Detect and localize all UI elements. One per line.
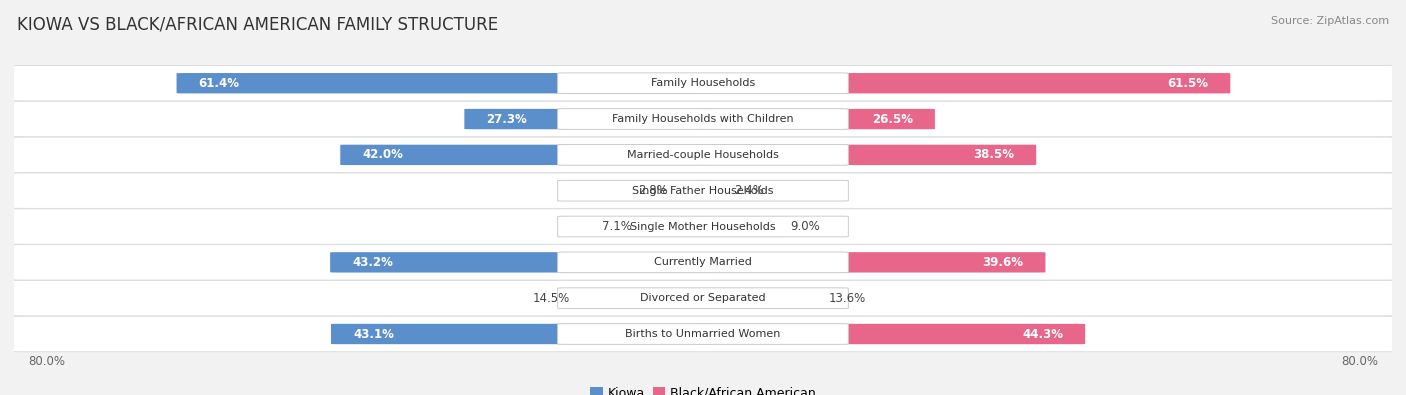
FancyBboxPatch shape — [558, 145, 848, 165]
FancyBboxPatch shape — [330, 324, 711, 344]
Text: 14.5%: 14.5% — [533, 292, 569, 305]
Text: 2.4%: 2.4% — [734, 184, 763, 197]
FancyBboxPatch shape — [7, 316, 1399, 352]
FancyBboxPatch shape — [7, 173, 1399, 209]
FancyBboxPatch shape — [177, 73, 711, 93]
FancyBboxPatch shape — [671, 181, 711, 201]
FancyBboxPatch shape — [558, 288, 848, 308]
FancyBboxPatch shape — [464, 109, 711, 129]
FancyBboxPatch shape — [558, 252, 848, 273]
Text: Single Mother Households: Single Mother Households — [630, 222, 776, 231]
Text: 43.2%: 43.2% — [352, 256, 394, 269]
FancyBboxPatch shape — [558, 324, 848, 344]
FancyBboxPatch shape — [695, 181, 731, 201]
FancyBboxPatch shape — [695, 252, 1046, 273]
FancyBboxPatch shape — [7, 280, 1399, 316]
FancyBboxPatch shape — [572, 288, 711, 308]
Text: Births to Unmarried Women: Births to Unmarried Women — [626, 329, 780, 339]
Text: KIOWA VS BLACK/AFRICAN AMERICAN FAMILY STRUCTURE: KIOWA VS BLACK/AFRICAN AMERICAN FAMILY S… — [17, 16, 498, 34]
FancyBboxPatch shape — [330, 252, 711, 273]
Text: Currently Married: Currently Married — [654, 258, 752, 267]
Text: 2.8%: 2.8% — [638, 184, 668, 197]
Text: 13.6%: 13.6% — [828, 292, 866, 305]
Text: Source: ZipAtlas.com: Source: ZipAtlas.com — [1271, 16, 1389, 26]
Text: 61.4%: 61.4% — [198, 77, 239, 90]
FancyBboxPatch shape — [7, 245, 1399, 280]
FancyBboxPatch shape — [558, 73, 848, 94]
FancyBboxPatch shape — [558, 181, 848, 201]
Text: 80.0%: 80.0% — [28, 355, 65, 368]
FancyBboxPatch shape — [7, 101, 1399, 137]
FancyBboxPatch shape — [340, 145, 711, 165]
Text: 42.0%: 42.0% — [363, 149, 404, 162]
FancyBboxPatch shape — [695, 145, 1036, 165]
Text: Family Households with Children: Family Households with Children — [612, 114, 794, 124]
FancyBboxPatch shape — [695, 288, 827, 308]
Text: Divorced or Separated: Divorced or Separated — [640, 293, 766, 303]
Text: 61.5%: 61.5% — [1167, 77, 1208, 90]
FancyBboxPatch shape — [695, 216, 787, 237]
Text: 38.5%: 38.5% — [973, 149, 1014, 162]
FancyBboxPatch shape — [7, 209, 1399, 244]
Text: Married-couple Households: Married-couple Households — [627, 150, 779, 160]
Text: Family Households: Family Households — [651, 78, 755, 88]
Text: 27.3%: 27.3% — [486, 113, 527, 126]
FancyBboxPatch shape — [636, 216, 711, 237]
FancyBboxPatch shape — [695, 73, 1230, 93]
FancyBboxPatch shape — [558, 216, 848, 237]
Text: Single Father Households: Single Father Households — [633, 186, 773, 196]
Text: 7.1%: 7.1% — [602, 220, 633, 233]
Legend: Kiowa, Black/African American: Kiowa, Black/African American — [585, 382, 821, 395]
Text: 39.6%: 39.6% — [983, 256, 1024, 269]
FancyBboxPatch shape — [695, 324, 1085, 344]
Text: 80.0%: 80.0% — [1341, 355, 1378, 368]
Text: 44.3%: 44.3% — [1022, 327, 1063, 340]
FancyBboxPatch shape — [7, 66, 1399, 101]
Text: 26.5%: 26.5% — [872, 113, 912, 126]
Text: 9.0%: 9.0% — [790, 220, 820, 233]
FancyBboxPatch shape — [7, 137, 1399, 173]
FancyBboxPatch shape — [558, 109, 848, 130]
FancyBboxPatch shape — [695, 109, 935, 129]
Text: 43.1%: 43.1% — [353, 327, 394, 340]
